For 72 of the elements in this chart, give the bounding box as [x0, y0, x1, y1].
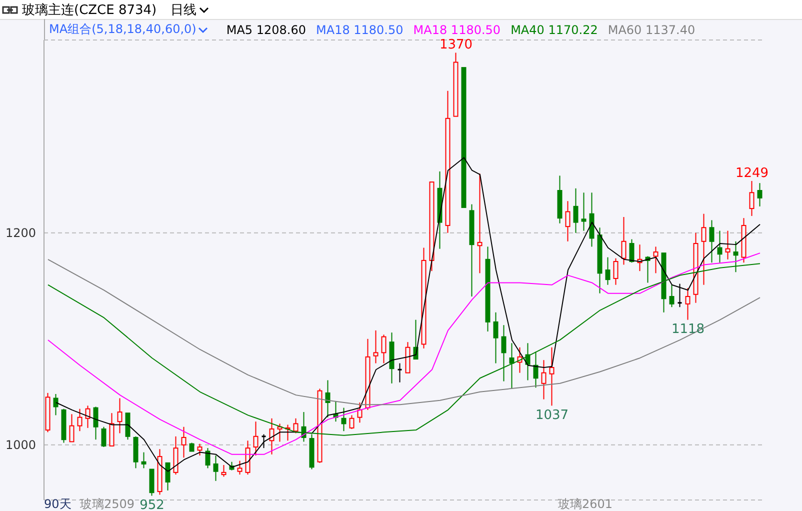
annotation: 1249 — [735, 166, 769, 181]
annotation: 1037 — [535, 408, 569, 423]
candlestick — [181, 426, 186, 458]
text: 日线 — [170, 2, 198, 18]
candlestick — [709, 220, 714, 264]
candlestick — [261, 434, 267, 449]
legend-label: MA18 1180.50 — [316, 22, 404, 36]
candlestick — [205, 448, 210, 469]
candlestick — [541, 360, 546, 400]
candlestick — [605, 256, 610, 286]
candlestick — [749, 180, 754, 216]
candlestick — [293, 418, 298, 434]
candlestick — [341, 407, 346, 432]
text: MA18 1180.50 — [413, 22, 501, 36]
annotation: 952 — [140, 498, 164, 511]
candlestick — [501, 324, 506, 382]
chart-title: 玻璃主连(CZCE 8734) — [22, 2, 157, 18]
candlestick — [325, 380, 330, 418]
candlestick — [373, 330, 378, 364]
annotation: 玻璃2509 — [80, 496, 135, 511]
candlestick — [213, 454, 218, 482]
candlestick — [685, 288, 690, 320]
candlestick — [565, 200, 570, 242]
candlestick — [549, 346, 554, 406]
candlestick — [725, 230, 730, 260]
candlestick — [269, 418, 274, 455]
candlestick — [581, 192, 586, 232]
candlestick — [117, 398, 122, 434]
candlestick — [77, 408, 82, 432]
candlestick — [701, 213, 706, 286]
candlestick — [237, 460, 242, 476]
annotation: 玻璃2601 — [558, 496, 613, 511]
text: MA5 1208.60 — [226, 22, 306, 36]
candlestick — [85, 405, 90, 428]
candlestick — [69, 414, 74, 442]
candlestick — [149, 468, 154, 496]
candlestick — [141, 452, 146, 469]
candlestick — [93, 406, 98, 440]
candlestick — [613, 258, 618, 286]
candlestick — [125, 412, 130, 440]
candlestick — [493, 312, 498, 364]
candlestick — [101, 426, 106, 448]
candlestick — [253, 421, 258, 456]
line-series — [48, 258, 760, 406]
candlestick — [53, 394, 58, 416]
candlestick — [533, 351, 538, 388]
y-tick-label: 1200 — [5, 226, 36, 240]
candlestick — [397, 362, 403, 383]
candlestick — [629, 238, 634, 264]
chart-subtitle: MA组合(5,18,18,40,60,0) — [49, 21, 198, 38]
candlestick — [757, 182, 762, 207]
candlestick — [349, 414, 354, 430]
candlestick — [509, 342, 514, 390]
candlestick — [573, 188, 578, 234]
annotation: 90天 — [44, 496, 72, 511]
text: MA40 1170.22 — [510, 22, 598, 36]
candlestick — [621, 216, 626, 266]
text: MA60 1137.40 — [608, 22, 696, 36]
candlestick — [357, 402, 362, 424]
candlestick — [653, 246, 658, 274]
candlestick — [717, 230, 722, 264]
annotation: 1118 — [671, 322, 705, 338]
candlestick — [197, 443, 202, 456]
candlestick — [221, 464, 226, 478]
candlestick — [165, 462, 170, 491]
candlestick — [109, 412, 114, 446]
candlestick — [381, 334, 386, 364]
annotation: 1370 — [439, 38, 473, 53]
candlestick — [677, 283, 683, 308]
candlestick — [477, 173, 482, 274]
candlestick — [669, 284, 674, 308]
y-tick-label: 1000 — [5, 438, 36, 452]
